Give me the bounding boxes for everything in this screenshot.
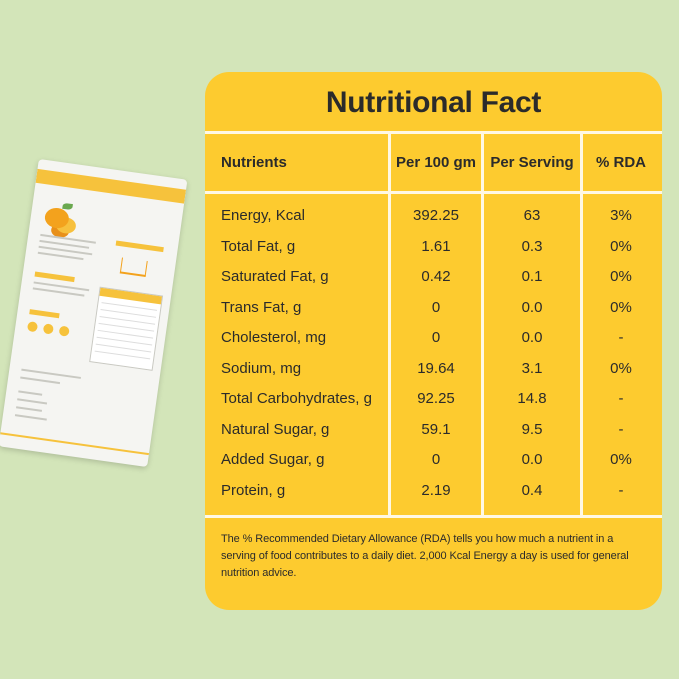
header-rda: % RDA	[595, 154, 646, 171]
nutrient-name: Saturated Fat, g	[221, 267, 329, 285]
table-row: Saturated Fat, g 0.42 0.1 0%	[205, 261, 662, 291]
value-per-100: 392.25	[413, 206, 459, 224]
nutrition-facts-card: Nutritional Fact Nutrients Per 100 gm Pe…	[205, 72, 662, 610]
value-per-100: 1.61	[421, 237, 451, 255]
nutrient-name: Total Carbohydrates, g	[221, 389, 372, 407]
table-row: Protein, g 2.19 0.4 -	[205, 475, 662, 505]
value-per-100: 0	[431, 328, 441, 346]
value-per-serving: 0.3	[521, 237, 543, 255]
table-row: Added Sugar, g 0 0.0 0%	[205, 444, 662, 474]
value-per-100: 0	[431, 298, 441, 316]
table-bottom-divider	[205, 515, 662, 518]
header-bottom-divider	[205, 191, 662, 194]
table-row: Total Fat, g 1.61 0.3 0%	[205, 231, 662, 261]
table-row: Energy, Kcal 392.25 63 3%	[205, 200, 662, 230]
table-row: Total Carbohydrates, g 92.25 14.8 -	[205, 383, 662, 413]
nutrient-name: Cholesterol, mg	[221, 328, 327, 346]
value-per-serving: 3.1	[521, 359, 543, 377]
value-per-serving: 63	[523, 206, 541, 224]
nutrient-name: Sodium, mg	[221, 359, 302, 377]
value-rda: -	[618, 389, 624, 407]
table-row: Trans Fat, g 0 0.0 0%	[205, 292, 662, 322]
value-per-100: 0	[431, 450, 441, 468]
header-nutrients: Nutrients	[221, 154, 287, 171]
table-row: Sodium, mg 19.64 3.1 0%	[205, 353, 662, 383]
value-rda: 0%	[610, 359, 632, 377]
header-per-100: Per 100 gm	[395, 154, 477, 171]
value-per-serving: 0.1	[521, 267, 543, 285]
column-divider	[388, 131, 391, 515]
nutrient-name: Protein, g	[221, 481, 286, 499]
value-per-serving: 0.4	[521, 481, 543, 499]
value-rda: 3%	[610, 206, 632, 224]
card-title: Nutritional Fact	[325, 86, 542, 119]
nutrient-name: Energy, Kcal	[221, 206, 305, 224]
value-rda: 0%	[610, 237, 632, 255]
value-per-serving: 0.0	[521, 328, 543, 346]
table-row: Cholesterol, mg 0 0.0 -	[205, 322, 662, 352]
value-per-serving: 14.8	[517, 389, 547, 407]
value-rda: 0%	[610, 450, 632, 468]
nutrient-name: Natural Sugar, g	[221, 420, 330, 438]
value-rda: 0%	[610, 267, 632, 285]
table-row: Natural Sugar, g 59.1 9.5 -	[205, 414, 662, 444]
value-per-serving: 0.0	[521, 298, 543, 316]
value-rda: -	[618, 328, 624, 346]
column-divider	[580, 131, 583, 515]
header-per-serving: Per Serving	[490, 154, 574, 171]
value-per-serving: 9.5	[521, 420, 543, 438]
value-per-serving: 0.0	[521, 450, 543, 468]
value-rda: -	[618, 481, 624, 499]
nutrient-name: Total Fat, g	[221, 237, 296, 255]
nutrient-name: Added Sugar, g	[221, 450, 325, 468]
value-per-100: 2.19	[421, 481, 451, 499]
header-top-divider	[205, 131, 662, 134]
value-rda: -	[618, 420, 624, 438]
value-per-100: 0.42	[421, 267, 451, 285]
rda-footnote: The % Recommended Dietary Allowance (RDA…	[221, 533, 629, 579]
value-per-100: 59.1	[421, 420, 451, 438]
value-per-100: 92.25	[417, 389, 455, 407]
column-divider	[481, 131, 484, 515]
value-per-100: 19.64	[417, 359, 455, 377]
nutrient-name: Trans Fat, g	[221, 298, 302, 316]
product-pouch-image	[0, 158, 188, 468]
value-rda: 0%	[610, 298, 632, 316]
